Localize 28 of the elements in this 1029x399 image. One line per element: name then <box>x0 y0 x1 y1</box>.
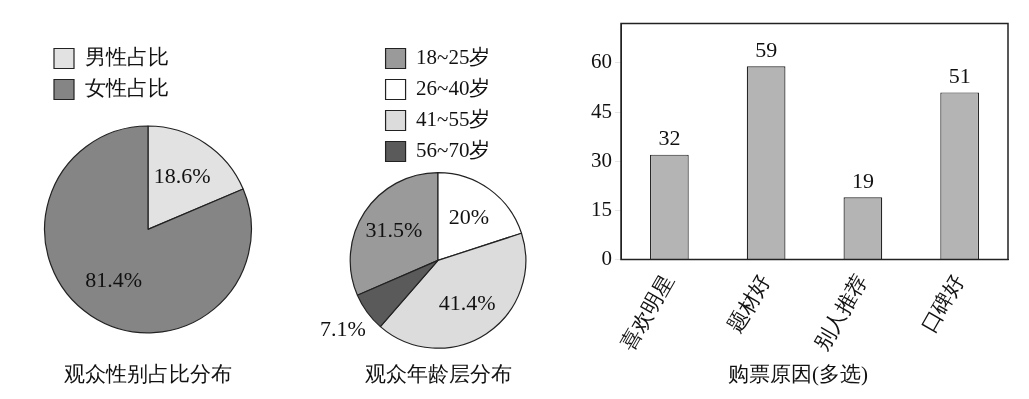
y-tick-label: 30 <box>591 147 612 172</box>
data-label: 31.5% <box>365 217 423 243</box>
data-label: 18.6% <box>153 163 211 189</box>
data-label: 41.4% <box>438 290 496 316</box>
text: 观众年龄层分布 <box>364 361 512 386</box>
text: 购票原因(多选) <box>728 361 868 386</box>
y-tick-label: 0 <box>601 245 612 270</box>
legend-label: 女性占比 <box>84 76 169 101</box>
x-tick-label: 题材好 <box>722 270 776 337</box>
text: 观众性别占比分布 <box>64 361 232 386</box>
data-label: 7.1% <box>320 315 366 341</box>
x-tick-label: 喜欢明星 <box>615 270 679 355</box>
legend-label: 26~40岁 <box>416 76 491 101</box>
data-label: 20% <box>448 203 490 229</box>
data-label: 19 <box>851 168 874 193</box>
data-label: 51 <box>948 63 971 89</box>
x-tick-label: 口碑好 <box>916 270 969 337</box>
legend-label: 男性占比 <box>84 45 169 70</box>
data-label: 59 <box>755 36 778 62</box>
legend-label: 18~25岁 <box>416 45 491 70</box>
y-tick-label: 45 <box>591 98 612 123</box>
x-tick-label: 别人推荐 <box>809 270 872 355</box>
y-tick-label: 60 <box>591 49 612 74</box>
data-label: 32 <box>658 125 681 151</box>
legend-label: 41~55岁 <box>416 107 491 132</box>
data-label: 81.4% <box>85 266 143 292</box>
y-tick-label: 15 <box>591 196 612 221</box>
legend-label: 56~70岁 <box>416 138 491 163</box>
